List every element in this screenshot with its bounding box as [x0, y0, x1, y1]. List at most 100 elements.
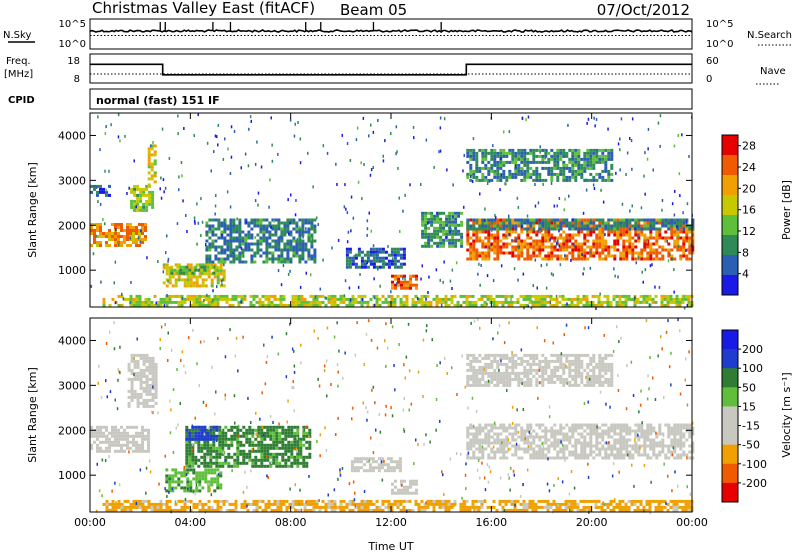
frequency-series: [90, 63, 692, 76]
power-band-2: [147, 144, 157, 187]
velocity-cbar-tick-0: 200: [742, 343, 763, 356]
station-title: Christmas Valley East (fitACF): [92, 0, 315, 17]
nave-tick-top: 60: [706, 56, 719, 67]
velocity-cbar-tick-1: 100: [742, 362, 763, 375]
velocity-cbar-tick-4: -15: [742, 420, 760, 433]
power-cbar-tick-1: 8: [742, 246, 749, 259]
velocity-band-9: [102, 499, 694, 512]
velocity-band-0: [90, 425, 150, 453]
power-band-1: [130, 184, 155, 212]
power-band-5: [170, 265, 219, 275]
velocity-ylabel: Slant Range [km]: [26, 367, 39, 463]
velocity-xtick-0: 00:00: [74, 516, 106, 529]
velocity-xtick-3: 12:00: [375, 516, 407, 529]
power-band-11: [466, 218, 695, 231]
power-colorbar: 4 8 12 16 20 24 28: [721, 134, 756, 296]
velocity-cbar-tick-6: -100: [742, 458, 767, 471]
beam-label: Beam 05: [340, 1, 407, 19]
freq-tick-top: 18: [67, 56, 80, 67]
velocity-swatch-5: [722, 425, 738, 446]
power-ylabel: Slant Range [km]: [26, 162, 39, 258]
power-ytick-0: 1000: [58, 264, 86, 277]
nave-tick-bottom: 0: [706, 74, 712, 85]
power-swatch-3: [722, 215, 738, 236]
power-ytick-1: 2000: [58, 219, 86, 232]
noise-tick-bottom-left: 10^0: [59, 39, 86, 50]
velocity-ytick-1: 2000: [58, 424, 86, 437]
velocity-cbar-tick-2: 50: [742, 381, 756, 394]
velocity-swatch-8: [722, 482, 738, 503]
power-cbar-tick-0: 4: [742, 268, 749, 281]
noise-tick-top-right: 10^5: [706, 19, 733, 30]
noise-sky-series: [89, 29, 693, 33]
velocity-cbar-tick-5: -50: [742, 439, 760, 452]
noise-left-label: N.Sky: [3, 30, 31, 41]
power-swatch-6: [722, 155, 738, 176]
velocity-xtick-1: 04:00: [174, 516, 206, 529]
velocity-band-6: [391, 479, 418, 495]
power-swatch-5: [722, 175, 738, 196]
power-cbar-tick-4: 20: [742, 182, 756, 195]
velocity-colorbar: 200 100 50 15 -15 -50 -100 -200: [721, 329, 767, 503]
power-ytick-3: 4000: [58, 129, 86, 142]
velocity-swatch-2: [722, 368, 738, 388]
velocity-colorbar-label: Velocity [m s⁻¹]: [780, 372, 793, 457]
power-band-13: [102, 294, 694, 307]
velocity-band-1: [127, 353, 158, 408]
velocity-band-5: [350, 457, 402, 473]
time-xlabel: Time UT: [367, 540, 413, 553]
noise-panel: N.Sky 10^5 10^0 10^5 10^0 N.Search: [3, 18, 792, 50]
power-swatch-4: [722, 195, 738, 216]
power-band-7: [345, 247, 406, 269]
velocity-xtick-5: 20:00: [576, 516, 608, 529]
velocity-xtick-2: 08:00: [275, 516, 307, 529]
velocity-cbar-tick-7: -200: [742, 477, 767, 490]
velocity-swatch-4: [722, 406, 738, 427]
power-band-0: [90, 223, 147, 247]
freq-unit-label: [MHz]: [4, 69, 33, 80]
freq-label: Freq.: [6, 56, 31, 67]
power-cbar-tick-6: 28: [742, 140, 756, 153]
power-colorbar-label: Power [dB]: [780, 180, 793, 240]
power-swatch-2: [722, 235, 738, 256]
velocity-xtick-6: 00:00: [676, 516, 708, 529]
power-cbar-tick-5: 24: [742, 161, 756, 174]
power-band-3: [90, 184, 111, 197]
velocity-cbar-tick-3: 15: [742, 400, 756, 413]
power-cbar-tick-3: 16: [742, 204, 756, 217]
velocity-panel: 1000 2000 3000 4000 00:00 04:00 08:00 12:00 16:0…: [26, 317, 708, 553]
freq-tick-bottom: 8: [74, 74, 80, 85]
power-swatch-7: [722, 135, 738, 156]
velocity-ytick-0: 1000: [58, 469, 86, 482]
power-panel: 1000 2000 3000 4000 Slant Range [km]: [26, 112, 695, 310]
power-swatch-0: [722, 275, 738, 296]
power-ytick-2: 3000: [58, 174, 86, 187]
cpid-mode: normal (fast) 151 IF: [96, 94, 220, 107]
power-band-12: [466, 148, 614, 182]
velocity-band-4: [185, 425, 219, 441]
cpid-label: CPID: [8, 95, 35, 106]
power-band-9: [421, 211, 464, 248]
velocity-band-8: [466, 353, 614, 387]
velocity-swatch-3: [722, 387, 738, 407]
velocity-scatter: [95, 318, 694, 515]
velocity-ytick-2: 3000: [58, 379, 86, 392]
velocity-ytick-3: 4000: [58, 334, 86, 347]
velocity-xtick-4: 16:00: [475, 516, 507, 529]
velocity-swatch-6: [722, 444, 738, 465]
power-scatter: [90, 113, 693, 310]
noise-tick-bottom-right: 10^0: [706, 39, 733, 50]
velocity-band-7: [466, 423, 695, 460]
power-cbar-tick-2: 12: [742, 225, 756, 238]
frequency-panel: Freq. [MHz] 18 8 60 0 Nave: [4, 53, 786, 85]
noise-tick-top-left: 10^5: [59, 19, 86, 30]
nave-label: Nave: [760, 66, 786, 77]
power-band-8: [391, 274, 418, 290]
date-label: 07/Oct/2012: [597, 1, 690, 19]
velocity-swatch-1: [722, 349, 738, 369]
velocity-swatch-7: [722, 463, 738, 484]
power-swatch-1: [722, 255, 738, 276]
velocity-swatch-0: [722, 330, 738, 350]
noise-right-label: N.Search: [747, 30, 792, 41]
